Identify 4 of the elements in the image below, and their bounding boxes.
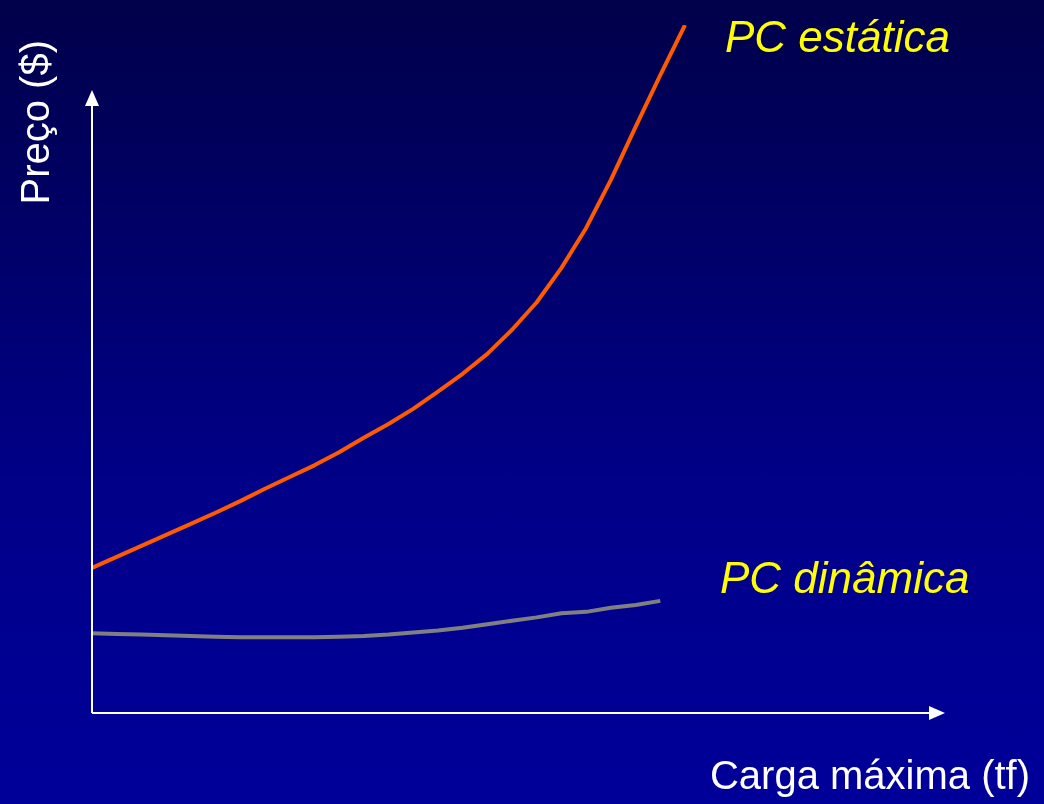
y-axis-title: Preço ($) bbox=[13, 40, 58, 205]
series-label: PC dinâmica bbox=[720, 553, 970, 603]
x-axis-title: Carga máxima (tf) bbox=[709, 753, 1030, 798]
series-label: PC estática bbox=[725, 12, 950, 62]
